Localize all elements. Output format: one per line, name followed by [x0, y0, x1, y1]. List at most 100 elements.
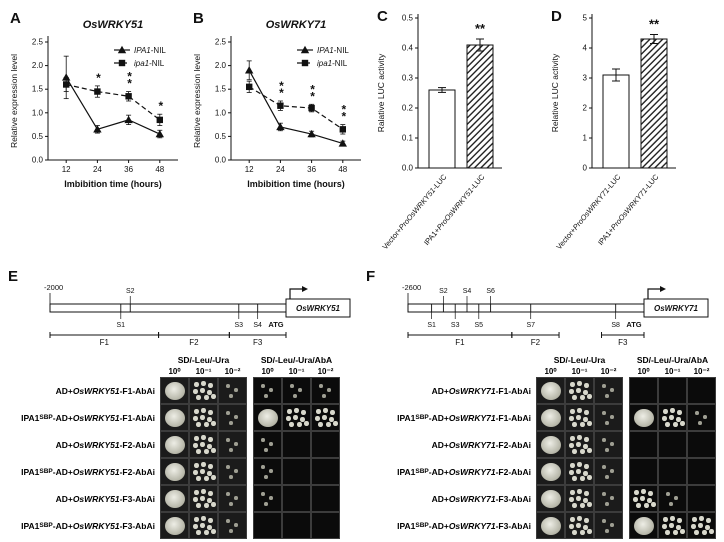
yeast-plate — [594, 458, 623, 485]
yeast-colony — [641, 489, 646, 494]
yeast-plate — [160, 458, 189, 485]
yeast-colony-patch — [165, 436, 185, 454]
yeast-plate — [218, 431, 247, 458]
bar — [602, 74, 630, 169]
yeast-colony — [583, 417, 588, 422]
yeast-colony-patch — [165, 382, 185, 400]
yeast-colony — [694, 530, 699, 535]
yeast-colony — [316, 409, 321, 414]
yeast-plate — [253, 512, 282, 539]
svg-text:Imbibition time (hours): Imbibition time (hours) — [247, 179, 345, 189]
svg-text:2.5: 2.5 — [215, 38, 227, 47]
yeast-colony — [569, 524, 574, 529]
panel-c-bar-chart: 0.0 0.1 0.2 0.3 0.4 0.5 Ralative LUC activity V… — [376, 14, 502, 251]
yeast-colony — [194, 409, 199, 414]
yeast-colony — [580, 503, 585, 508]
yeast-colony — [226, 411, 230, 415]
yeast-colony-patch — [541, 382, 561, 400]
yeast-colony-patch — [541, 436, 561, 454]
yeast-colony — [666, 492, 670, 496]
yeast-colony — [211, 502, 216, 507]
yeast-colony — [580, 395, 585, 400]
yeast-colony — [580, 476, 585, 481]
yeast-colony — [651, 502, 656, 507]
svg-text:S2: S2 — [439, 288, 448, 295]
yeast-colony — [584, 437, 589, 442]
assay-row: IPA1 SBP -AD+ OsWRKY71 -F1-AbAi — [388, 404, 718, 431]
dilution-label: 10⁻² — [600, 366, 617, 376]
triangle-marker — [117, 45, 127, 54]
yeast-colony — [301, 410, 306, 415]
svg-text:0.5: 0.5 — [32, 132, 44, 141]
yeast-colony — [193, 416, 198, 421]
yeast-colony-patch — [541, 490, 561, 508]
svg-text:ATG: ATG — [626, 320, 641, 329]
yeast-plate — [253, 377, 282, 404]
yeast-colony — [584, 491, 589, 496]
svg-text:12: 12 — [245, 165, 254, 174]
yeast-colony — [680, 421, 685, 426]
assay-row-label: AD+ OsWRKY51 -F2-AbAi — [55, 439, 155, 450]
yeast-colony — [264, 475, 268, 479]
yeast-colony — [234, 415, 238, 419]
yeast-colony — [208, 437, 213, 442]
yeast-colony — [610, 415, 614, 419]
hatched-bar — [466, 44, 494, 169]
yeast-plate — [658, 458, 687, 485]
svg-text:-2600: -2600 — [402, 283, 421, 292]
yeast-colony-patch — [165, 517, 185, 535]
yeast-colony — [692, 517, 697, 522]
yeast-plate — [629, 512, 658, 539]
yeast-colony — [636, 503, 641, 508]
triangle-marker — [245, 66, 254, 74]
yeast-colony — [677, 518, 682, 523]
yeast-plate — [311, 404, 340, 431]
transcription-start-arrow — [647, 288, 660, 299]
yeast-colony — [663, 517, 668, 522]
dilution-label: 10⁰ — [168, 366, 181, 376]
triangle-marker — [93, 125, 102, 133]
yeast-plate — [594, 404, 623, 431]
svg-text:Relative expression level: Relative expression level — [192, 54, 202, 148]
yeast-colony — [602, 438, 606, 442]
yeast-plate — [565, 485, 594, 512]
yeast-colony — [327, 388, 331, 392]
square-marker — [308, 104, 315, 112]
yeast-plate — [565, 458, 594, 485]
yeast-colony — [580, 422, 585, 427]
yeast-colony — [207, 417, 212, 422]
svg-text:36: 36 — [307, 165, 316, 174]
svg-text:S1: S1 — [427, 322, 436, 329]
yeast-colony — [673, 530, 678, 535]
svg-text:*: * — [341, 110, 346, 124]
yeast-colony — [298, 388, 302, 392]
yeast-colony — [576, 415, 581, 420]
square-marker — [156, 116, 163, 124]
media-label-sd: SD/-Leu/-Ura — [553, 355, 606, 365]
yeast-colony — [576, 496, 581, 501]
svg-text:*: * — [127, 70, 132, 84]
yeast-plate — [687, 512, 716, 539]
panel-f-promoter-diagram: -2600 S1 S2 S3 S4 S5 S6 S7 S8 F1 F2 F3 ATG OsWRKY71 — [402, 283, 709, 347]
yeast-colony — [201, 516, 206, 521]
yeast-colony — [569, 443, 574, 448]
yeast-colony — [226, 465, 230, 469]
yeast-colony — [229, 529, 233, 533]
yeast-colony — [208, 464, 213, 469]
yeast-colony — [289, 422, 294, 427]
yeast-plate — [282, 512, 311, 539]
yeast-colony — [587, 421, 592, 426]
yeast-plate — [218, 404, 247, 431]
yeast-colony — [584, 518, 589, 523]
triangle-marker — [338, 139, 347, 147]
yeast-colony — [211, 448, 216, 453]
yeast-colony — [193, 497, 198, 502]
svg-text:1.5: 1.5 — [32, 85, 44, 94]
yeast-plate — [253, 431, 282, 458]
yeast-colony — [610, 496, 614, 500]
yeast-plate — [629, 485, 658, 512]
yeast-plate — [565, 377, 594, 404]
svg-text:1.0: 1.0 — [32, 108, 44, 117]
yeast-plate — [218, 512, 247, 539]
